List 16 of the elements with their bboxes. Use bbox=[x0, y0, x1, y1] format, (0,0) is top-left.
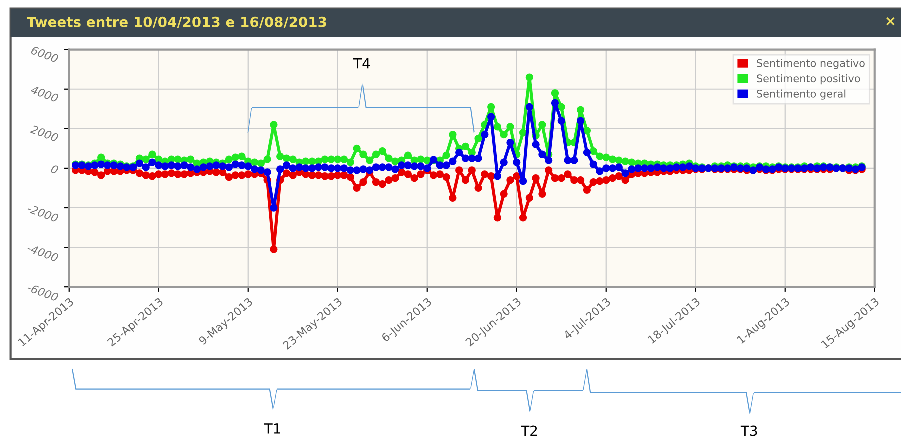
text: × bbox=[886, 17, 895, 26]
legend-label: Sentimento negativo bbox=[757, 59, 865, 70]
legend-label: Sentimento positivo bbox=[757, 74, 860, 85]
y-tick-label: -2000 bbox=[26, 204, 60, 223]
y-tick-label: -6000 bbox=[26, 283, 60, 302]
chart-title: Tweets entre 10/04/2013 e 16/08/2013 bbox=[27, 16, 326, 28]
y-tick-label: 6000 bbox=[30, 46, 60, 64]
text: T3 bbox=[740, 426, 758, 436]
y-tick-label: 2000 bbox=[30, 124, 60, 142]
y-tick-label: 0 bbox=[50, 164, 60, 175]
legend-label: Sentimento geral bbox=[757, 90, 846, 100]
text: T2 bbox=[521, 426, 538, 436]
annotation: T4 bbox=[354, 58, 370, 69]
text: T1 bbox=[264, 424, 280, 434]
y-tick-label: -4000 bbox=[26, 244, 60, 262]
y-tick-label: 4000 bbox=[30, 85, 60, 103]
